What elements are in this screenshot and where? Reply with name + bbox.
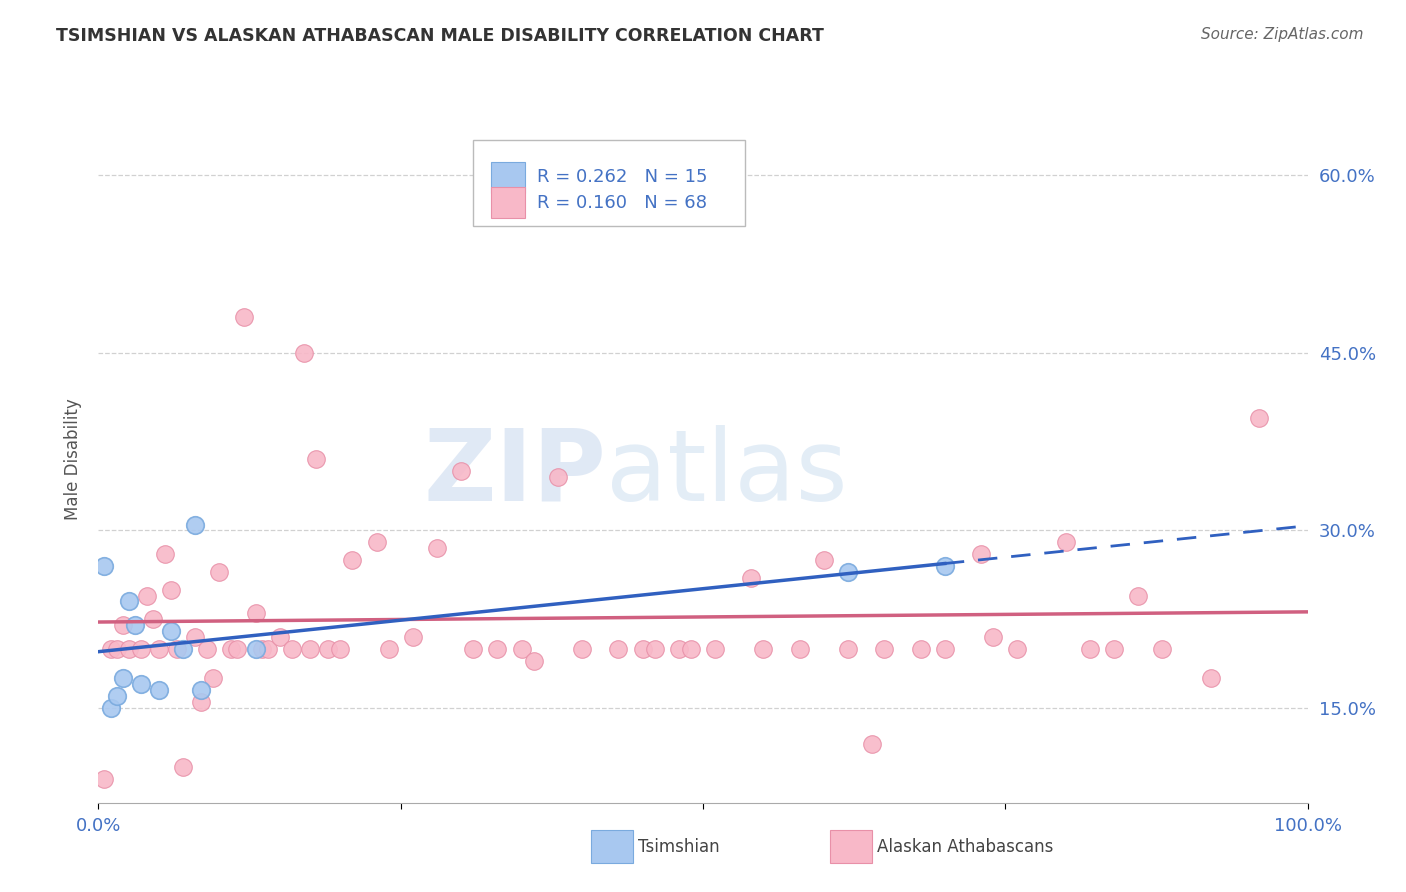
Point (813, 553, 835, 567)
Point (195, 641, 218, 656)
Point (1199, 672, 1222, 686)
Point (118, 594, 141, 608)
Point (100, 641, 122, 656)
Point (148, 683, 170, 698)
Point (105, 690, 128, 704)
Point (426, 541, 449, 556)
Point (111, 672, 134, 686)
Point (668, 641, 690, 656)
Point (571, 641, 593, 656)
Point (118, 641, 141, 656)
Point (1054, 535, 1077, 549)
Point (752, 641, 775, 656)
Point (153, 547, 176, 561)
Text: Alaskan Athabascans: Alaskan Athabascans (877, 838, 1053, 855)
Point (644, 641, 666, 656)
Point (377, 641, 399, 656)
Point (1102, 641, 1125, 656)
Point (679, 641, 702, 656)
Point (607, 641, 630, 656)
Point (208, 565, 231, 579)
Point (316, 641, 339, 656)
Point (269, 630, 291, 644)
Point (172, 760, 194, 774)
Point (486, 641, 509, 656)
Point (292, 346, 315, 360)
Point (172, 641, 194, 656)
Point (135, 589, 157, 603)
Point (1007, 641, 1029, 656)
Point (789, 641, 811, 656)
Text: TSIMSHIAN VS ALASKAN ATHABASCAN MALE DISABILITY CORRELATION CHART: TSIMSHIAN VS ALASKAN ATHABASCAN MALE DIS… (56, 27, 824, 45)
Point (250, 641, 273, 656)
Point (298, 641, 321, 656)
Point (93, 772, 115, 786)
Point (342, 553, 364, 567)
Point (970, 547, 993, 561)
Point (402, 630, 425, 644)
Point (232, 310, 254, 325)
Text: Tsimshian: Tsimshian (638, 838, 720, 855)
Point (226, 641, 249, 656)
Point (256, 641, 278, 656)
Point (837, 565, 859, 579)
Point (190, 683, 212, 698)
FancyBboxPatch shape (474, 140, 745, 226)
Point (148, 641, 170, 656)
FancyBboxPatch shape (492, 187, 526, 219)
Point (1152, 641, 1174, 656)
Point (547, 470, 569, 484)
Point (1128, 589, 1150, 603)
Point (184, 517, 207, 532)
Point (631, 641, 654, 656)
Point (93, 558, 115, 573)
Point (281, 641, 304, 656)
Text: R = 0.262   N = 15: R = 0.262 N = 15 (537, 169, 707, 186)
Point (934, 558, 956, 573)
Point (160, 582, 183, 597)
Point (202, 672, 225, 686)
Y-axis label: Male Disability: Male Disability (63, 399, 82, 520)
Point (160, 624, 183, 639)
Point (124, 618, 146, 632)
Point (129, 677, 152, 691)
Text: Source: ZipAtlas.com: Source: ZipAtlas.com (1201, 27, 1364, 42)
Point (129, 641, 152, 656)
Point (166, 641, 188, 656)
Point (366, 535, 388, 549)
Point (100, 701, 122, 715)
Point (245, 607, 267, 621)
Point (450, 464, 472, 478)
Point (245, 641, 267, 656)
Point (910, 641, 932, 656)
Point (837, 641, 859, 656)
Point (740, 571, 762, 585)
Point (329, 641, 352, 656)
Text: R = 0.160   N = 68: R = 0.160 N = 68 (537, 194, 707, 211)
Point (523, 654, 546, 668)
Point (221, 641, 243, 656)
Point (934, 641, 956, 656)
Point (510, 641, 533, 656)
Point (860, 737, 883, 751)
Point (463, 641, 485, 656)
Point (184, 630, 207, 644)
FancyBboxPatch shape (492, 162, 526, 193)
Text: ZIP: ZIP (423, 425, 606, 522)
Point (873, 641, 896, 656)
Point (190, 695, 212, 709)
Point (1249, 411, 1271, 425)
Point (105, 641, 128, 656)
Text: atlas: atlas (606, 425, 848, 522)
Point (981, 630, 1004, 644)
Point (305, 452, 328, 467)
Point (111, 618, 134, 632)
Point (704, 641, 727, 656)
Point (1078, 641, 1101, 656)
Point (142, 612, 165, 626)
